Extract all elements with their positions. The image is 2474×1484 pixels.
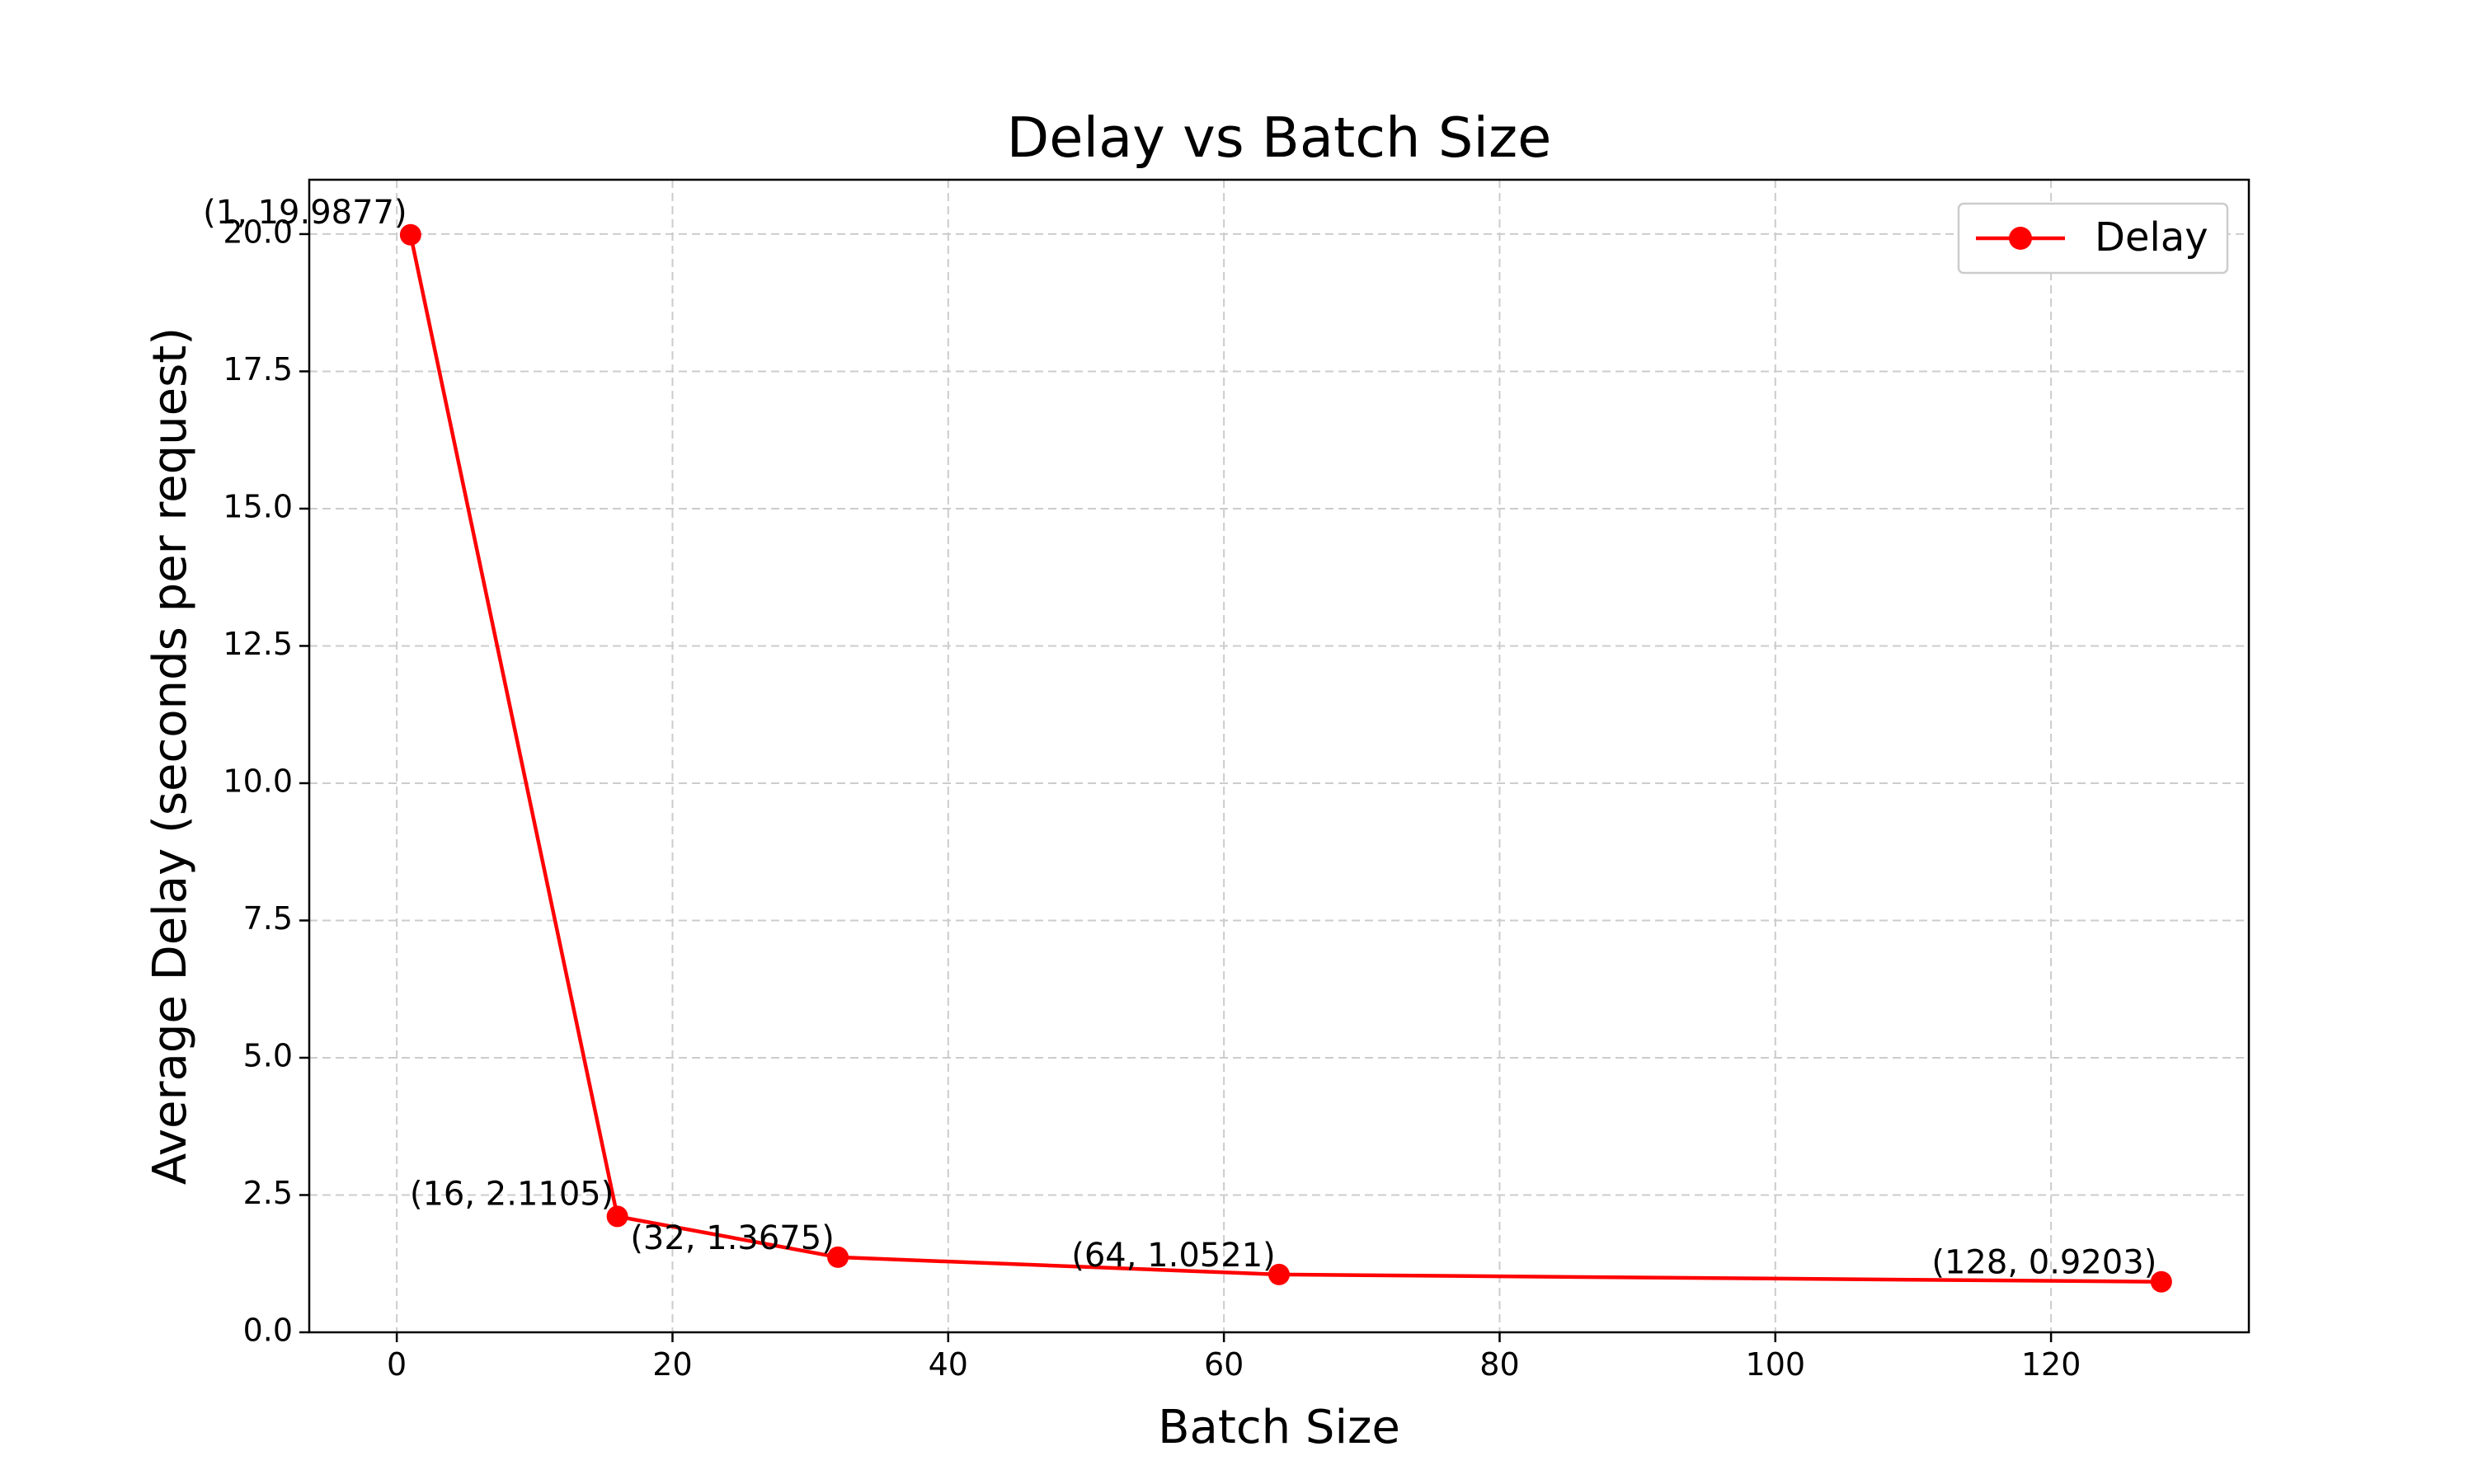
y-tick-label: 10.0 (223, 763, 293, 799)
grid (309, 180, 2249, 1333)
x-tick-label: 120 (2021, 1346, 2081, 1383)
plot-area-frame (308, 178, 2251, 1334)
series-layer (399, 223, 2172, 1293)
x-axis-label: Batch Size (1158, 1401, 1400, 1454)
data-point-label: (64, 1.0521) (1071, 1237, 1276, 1275)
legend: Delay (1957, 202, 2229, 275)
x-tick-label: 0 (387, 1346, 407, 1383)
data-point-label: (128, 0.9203) (1931, 1244, 2157, 1282)
x-tick-label: 60 (1204, 1346, 1244, 1383)
data-point-label: (1, 19.9877) (203, 194, 407, 232)
y-tick-label: 5.0 (243, 1037, 293, 1073)
chart-title: Delay vs Batch Size (1007, 106, 1552, 170)
data-point-marker (827, 1246, 849, 1268)
y-tick-label: 20.0 (223, 214, 293, 250)
y-tick-label: 15.0 (223, 488, 293, 524)
x-tick-label: 80 (1479, 1346, 1519, 1383)
data-point-label: (32, 1.3675) (630, 1219, 835, 1257)
y-tick-label: 12.5 (223, 626, 293, 662)
y-tick-label: 0.0 (243, 1313, 293, 1349)
y-tick-label: 7.5 (243, 900, 293, 937)
data-point-marker (1268, 1263, 1290, 1285)
legend-label-delay: Delay (2095, 214, 2208, 261)
x-tick-label: 40 (929, 1346, 968, 1383)
data-point-marker (2150, 1270, 2172, 1293)
y-tick-label: 17.5 (223, 351, 293, 387)
y-axis-label: Average Delay (seconds per request) (143, 327, 197, 1185)
y-tick-label: 2.5 (243, 1175, 293, 1211)
data-point-marker (606, 1205, 628, 1228)
x-tick-label: 100 (1746, 1346, 1806, 1383)
ticks: 0 20 40 60 80 100 120 0.0 2.5 5.0 7.5 10.0 12.5 15.0 1… (223, 214, 2081, 1383)
legend-box (1957, 202, 2229, 275)
annotation-layer: (1, 19.9877) (16, 2.1105) (32, 1.3675) (64,… (203, 194, 2157, 1282)
legend-marker-swatch (2009, 227, 2032, 250)
x-tick-label: 20 (652, 1346, 692, 1383)
data-point-label: (16, 2.1105) (410, 1175, 614, 1213)
data-point-marker (399, 223, 421, 246)
